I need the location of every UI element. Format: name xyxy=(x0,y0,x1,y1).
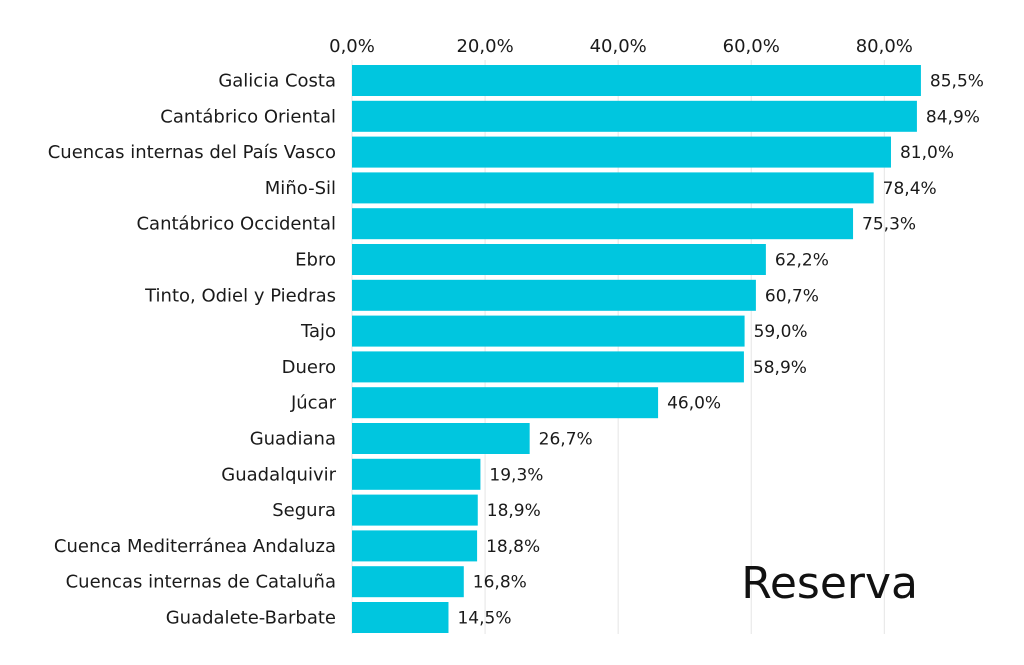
bar xyxy=(352,530,478,562)
category-label: Júcar xyxy=(290,393,337,414)
bars xyxy=(352,65,921,633)
value-label: 60,7% xyxy=(765,286,819,306)
value-labels: 85,5% 84,9% 81,0% 78,4% 75,3% 62,2% 60,7% 59,0%… xyxy=(457,72,983,629)
value-label: 58,9% xyxy=(753,358,807,378)
bar xyxy=(352,315,745,347)
category-labels: Galicia Costa Cantábrico Oriental Cuencas … xyxy=(48,71,337,629)
x-tick-label: 60,0% xyxy=(723,36,780,57)
category-label: Tajo xyxy=(300,321,336,342)
value-label: 59,0% xyxy=(754,322,808,342)
bar xyxy=(352,494,478,526)
value-label: 19,3% xyxy=(489,465,543,485)
bar xyxy=(352,351,744,383)
bar xyxy=(352,65,921,96)
value-label: 26,7% xyxy=(539,430,593,450)
category-label: Guadiana xyxy=(250,429,336,450)
bar xyxy=(352,423,530,454)
category-label: Cuenca Mediterránea Andaluza xyxy=(54,536,336,557)
x-tick-label: 40,0% xyxy=(590,36,647,57)
category-label: Galicia Costa xyxy=(218,71,336,92)
x-tick-label: 80,0% xyxy=(856,36,913,57)
bar xyxy=(352,458,481,490)
value-label: 14,5% xyxy=(457,609,511,629)
value-label: 62,2% xyxy=(775,251,829,271)
bar xyxy=(352,279,756,311)
value-label: 18,9% xyxy=(487,501,541,521)
value-label: 46,0% xyxy=(667,394,721,414)
category-label: Cantábrico Occidental xyxy=(136,214,336,235)
value-label: 75,3% xyxy=(862,215,916,235)
category-label: Duero xyxy=(282,357,336,378)
category-label: Segura xyxy=(272,500,336,521)
category-label: Cuencas internas de Cataluña xyxy=(66,572,336,593)
value-label: 85,5% xyxy=(930,72,984,92)
category-label: Tinto, Odiel y Piedras xyxy=(144,285,336,306)
value-label: 84,9% xyxy=(926,107,980,127)
category-label: Cantábrico Oriental xyxy=(160,106,336,127)
category-label: Cuencas internas del País Vasco xyxy=(48,142,336,163)
bar xyxy=(352,566,464,598)
category-label: Guadalquivir xyxy=(221,464,336,485)
category-label: Miño-Sil xyxy=(265,178,336,199)
bar xyxy=(352,136,891,168)
x-tick-label: 20,0% xyxy=(456,36,513,57)
value-label: 78,4% xyxy=(883,179,937,199)
category-label: Ebro xyxy=(295,250,336,271)
bar xyxy=(352,387,659,419)
bar xyxy=(352,602,449,633)
bar xyxy=(352,208,854,240)
x-tick-label: 0,0% xyxy=(329,36,375,57)
bar xyxy=(352,244,766,275)
category-label: Guadalete-Barbate xyxy=(166,608,336,629)
x-axis-ticks: 0,0% 20,0% 40,0% 60,0% 80,0% xyxy=(329,36,913,57)
bar xyxy=(352,172,874,204)
bar xyxy=(352,100,917,132)
value-label: 16,8% xyxy=(473,573,527,593)
value-label: 81,0% xyxy=(900,143,954,163)
chart-title: Reserva xyxy=(741,558,918,609)
value-label: 18,8% xyxy=(486,537,540,557)
